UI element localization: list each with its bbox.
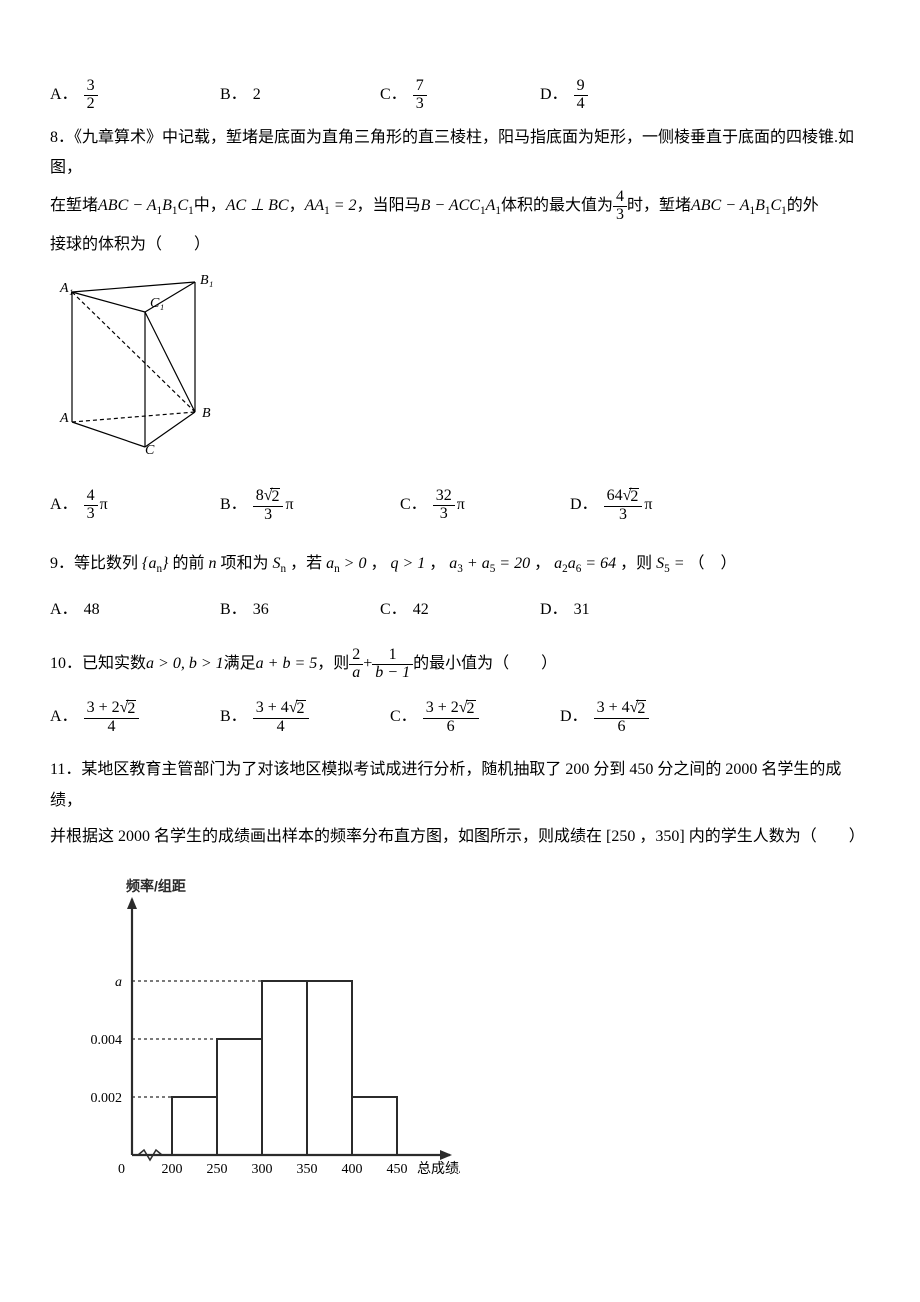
fraction: 8√2 3 [253,488,284,524]
svg-text:300: 300 [252,1162,273,1177]
q8-line-3: 接球的体积为（ ） [50,230,870,260]
fraction: 3 + 4√2 6 [594,700,650,736]
svg-text:a: a [115,975,122,990]
svg-text:0: 0 [118,1162,125,1177]
math-expr: AC ⊥ BC [226,191,289,221]
svg-text:C₁: C₁ [150,296,164,311]
svg-text:总成绩/分: 总成绩/分 [417,1161,460,1177]
svg-text:频率/组距: 频率/组距 [126,878,186,894]
question-number: 8． [50,129,74,146]
q11: 11．某地区教育主管部门为了对该地区模拟考试成进行分析，随机抽取了 200 分到… [50,755,870,816]
q8-prism-figure: A₁ B₁ C₁ A B C [50,272,870,473]
option-label: B． [220,80,247,110]
histogram-svg: 频率/组距 0 200 250 300 350 400 450 总成绩/分 0.002 0.004 a [50,869,460,1189]
math-expr: B − ACC1A1 [421,191,501,222]
math-expr: q > 1 [390,555,425,572]
math-expr: a + b = 5 [256,649,318,679]
q10: 10．已知实数 a > 0, b > 1 满足 a + b = 5 ，则 2a … [50,647,870,682]
svg-text:0.004: 0.004 [91,1033,123,1048]
fraction: 4 3 [613,189,627,224]
q9-option-c: C．42 [380,595,540,625]
svg-text:B: B [202,406,211,421]
q8-option-a: A． 4 3 π [50,488,220,523]
svg-text:B₁: B₁ [200,273,213,288]
math-expr: a > 0, b > 1 [146,649,224,679]
fraction: 64√2 3 [604,488,643,524]
q7-option-d: D． 9 4 [540,78,588,113]
q10-option-b: B． 3 + 4√2 4 [220,700,390,736]
q9-option-d: D．31 [540,595,590,625]
math-expr: ABC − A1B1C1 [691,191,787,222]
svg-text:400: 400 [342,1162,363,1177]
math-expr: an > 0 [326,555,366,572]
q9-option-b: B．36 [220,595,380,625]
q9-option-a: A．48 [50,595,220,625]
fraction: 7 3 [413,78,427,113]
question-number: 10． [50,649,82,679]
fraction: 3 + 2√2 6 [423,700,479,736]
q11-histogram: 频率/组距 0 200 250 300 350 400 450 总成绩/分 0.002 0.004 a [50,869,870,1200]
math-expr: a2a6 = 64 [554,555,616,572]
q9: 9．等比数列 {an} 的前 n 项和为 Sn ，若 an > 0 ， q > … [50,549,870,580]
q10-option-a: A． 3 + 2√2 4 [50,700,220,736]
svg-text:A: A [59,411,69,426]
q7-option-c: C． 7 3 [380,78,540,113]
q9-options: A．48 B．36 C．42 D．31 [50,595,870,625]
q8-option-b: B． 8√2 3 π [220,488,400,524]
svg-text:250: 250 [207,1162,228,1177]
option-label: A． [50,80,78,110]
svg-text:0.002: 0.002 [91,1091,123,1106]
math-expr: S5 = [656,555,684,572]
q8-line-2: 在堑堵 ABC − A1B1C1 中， AC ⊥ BC ， AA1 = 2 ，当… [50,189,870,224]
q8-option-c: C． 32 3 π [400,488,570,523]
q7-options: A． 3 2 B． 2 C． 7 3 D． 9 4 [50,78,870,113]
option-label: D． [540,80,568,110]
math-expr: AA1 = 2 [305,191,357,222]
q7-option-a: A． 3 2 [50,78,220,113]
prism-svg: A₁ B₁ C₁ A B C [50,272,215,462]
q10-option-d: D． 3 + 4√2 6 [560,700,649,736]
question-number: 11． [50,761,81,778]
svg-text:350: 350 [297,1162,318,1177]
svg-text:A₁: A₁ [59,281,73,296]
fraction: 4 3 [84,488,98,523]
fraction: 1b − 1 [372,647,413,682]
q8-option-d: D． 64√2 3 π [570,488,652,524]
fraction: 9 4 [574,78,588,113]
q7-option-b: B． 2 [220,80,380,110]
option-value: 2 [253,80,261,110]
math-expr: ABC − A1B1C1 [98,191,194,222]
fraction: 3 + 2√2 4 [84,700,140,736]
question-number: 9． [50,555,74,572]
q8-text-1: 《九章算术》中记载，堑堵是底面为直角三角形的直三棱柱，阳马指底面为矩形，一侧棱垂… [50,129,854,176]
q10-options: A． 3 + 2√2 4 B． 3 + 4√2 4 C． 3 + 2√2 6 D… [50,700,870,736]
q8-options: A． 4 3 π B． 8√2 3 π C． 32 3 π D． 64√2 3 [50,488,870,524]
q11-line-2: 并根据这 2000 名学生的成绩画出样本的频率分布直方图，如图所示，则成绩在 [… [50,822,870,852]
option-label: C． [380,80,407,110]
fraction: 32 3 [433,488,455,523]
fraction: 3 + 4√2 4 [253,700,309,736]
svg-text:450: 450 [387,1162,408,1177]
fraction: 3 2 [84,78,98,113]
math-expr: a3 + a5 = 20 [449,555,530,572]
q8: 8．《九章算术》中记载，堑堵是底面为直角三角形的直三棱柱，阳马指底面为矩形，一侧… [50,123,870,184]
fraction: 2a [349,647,363,682]
svg-text:C: C [145,443,155,458]
q10-option-c: C． 3 + 2√2 6 [390,700,560,736]
math-expr: Sn [272,555,286,572]
math-expr: {an} [142,555,168,572]
svg-text:200: 200 [162,1162,183,1177]
